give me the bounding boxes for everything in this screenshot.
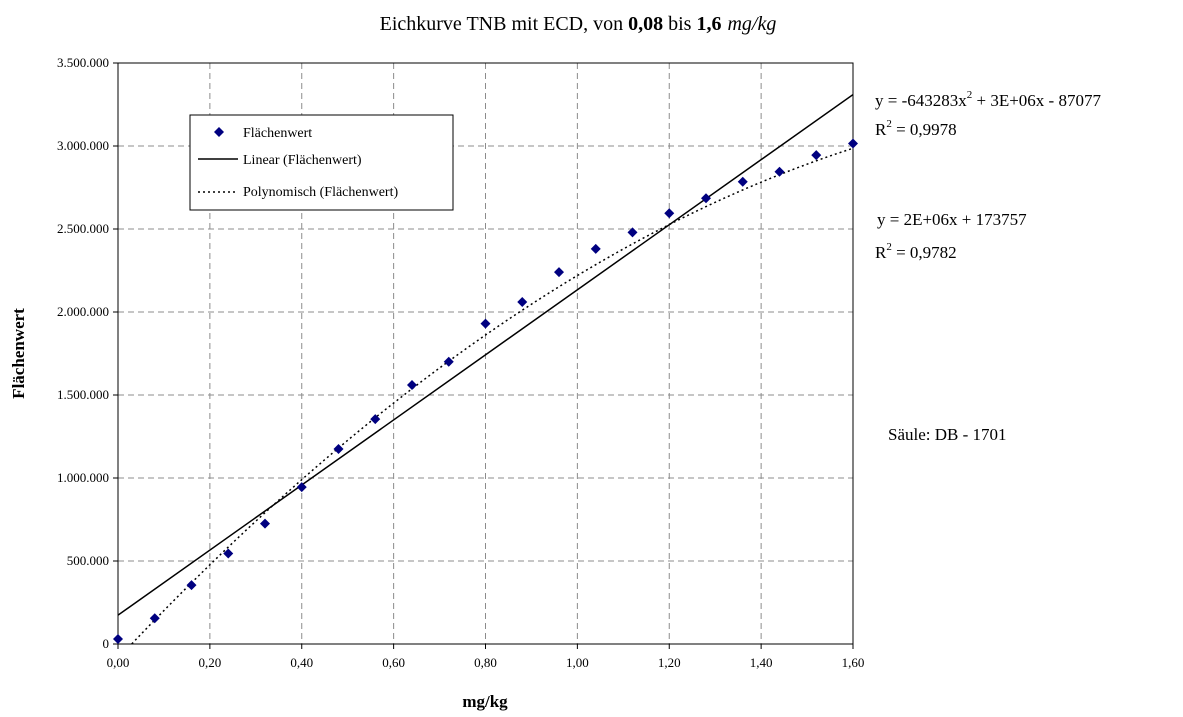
data-point	[296, 482, 307, 493]
y-tick-label: 1.000.000	[57, 470, 109, 485]
y-tick-label: 3.000.000	[57, 138, 109, 153]
chart-title-prefix: Eichkurve TNB mit ECD, von	[380, 13, 629, 35]
legend-marker-diamond	[214, 127, 224, 137]
polynomial-trendline	[130, 147, 853, 644]
x-tick-label: 0,20	[199, 655, 222, 670]
data-point	[480, 318, 491, 329]
legend-label-points: Flächenwert	[243, 126, 312, 141]
x-tick-label: 1,00	[566, 655, 589, 670]
chart-title-mid: bis	[663, 13, 696, 35]
data-point	[407, 380, 417, 391]
x-tick-label: 1,40	[750, 655, 773, 670]
data-point	[554, 267, 564, 278]
y-tick-label: 2.000.000	[57, 304, 109, 319]
y-tick-label: 1.500.000	[57, 387, 109, 402]
data-point	[664, 208, 675, 219]
chart-title: Eichkurve TNB mit ECD, von 0,08 bis 1,6 m…	[380, 13, 777, 35]
x-tick-label: 0,40	[290, 655, 313, 670]
poly-equation: y = -643283x2 + 3E+06x - 87077	[875, 89, 1101, 110]
x-tick-label: 0,00	[107, 655, 130, 670]
axis-ticks: 0,00 0,20 0,40 0,60 0,80 1,00 1,20 1,40 1,60 0 500…	[57, 55, 864, 670]
x-tick-label: 1,60	[842, 655, 865, 670]
x-axis-title: mg/kg	[462, 692, 508, 711]
data-point	[811, 150, 822, 161]
legend-box	[189, 114, 454, 211]
data-point	[443, 356, 454, 367]
y-axis-title: Flächenwert	[9, 308, 28, 399]
x-tick-label: 0,60	[382, 655, 405, 670]
data-point	[517, 297, 528, 308]
data-point	[774, 166, 785, 177]
data-point	[737, 176, 748, 187]
legend: Flächenwert Linear (Flächenwert) Polynom…	[189, 114, 454, 211]
data-points	[113, 138, 858, 645]
data-point	[627, 227, 638, 238]
data-point	[333, 443, 344, 454]
chart-title-to: 1,6	[696, 13, 721, 35]
plot-frame	[117, 62, 854, 645]
data-point	[590, 243, 601, 254]
column-annotation: Säule: DB - 1701	[888, 425, 1007, 444]
y-tick-label: 500.000	[67, 553, 109, 568]
linear-equation: y = 2E+06x + 173757	[877, 210, 1027, 229]
data-point	[149, 613, 160, 624]
x-tick-label: 1,20	[658, 655, 681, 670]
data-point	[186, 580, 197, 591]
x-tick-label: 0,80	[474, 655, 497, 670]
chart-title-unit: mg/kg	[727, 13, 776, 35]
y-tick-label: 3.500.000	[57, 55, 109, 70]
legend-label-poly: Polynomisch (Flächenwert)	[243, 185, 398, 200]
trend-lines	[118, 93, 853, 644]
y-tick-label: 0	[103, 636, 110, 651]
chart-title-from: 0,08	[628, 13, 663, 35]
linear-trendline	[118, 93, 853, 616]
data-point	[113, 634, 123, 645]
poly-r-squared: R2 = 0,9978	[875, 118, 957, 139]
data-point	[260, 518, 270, 529]
data-point	[370, 414, 381, 425]
data-point	[848, 138, 858, 149]
legend-label-linear: Linear (Flächenwert)	[243, 153, 362, 168]
y-tick-label: 2.500.000	[57, 221, 109, 236]
data-point	[701, 193, 711, 204]
linear-r-squared: R2 = 0,9782	[875, 241, 957, 262]
data-point	[223, 548, 234, 559]
